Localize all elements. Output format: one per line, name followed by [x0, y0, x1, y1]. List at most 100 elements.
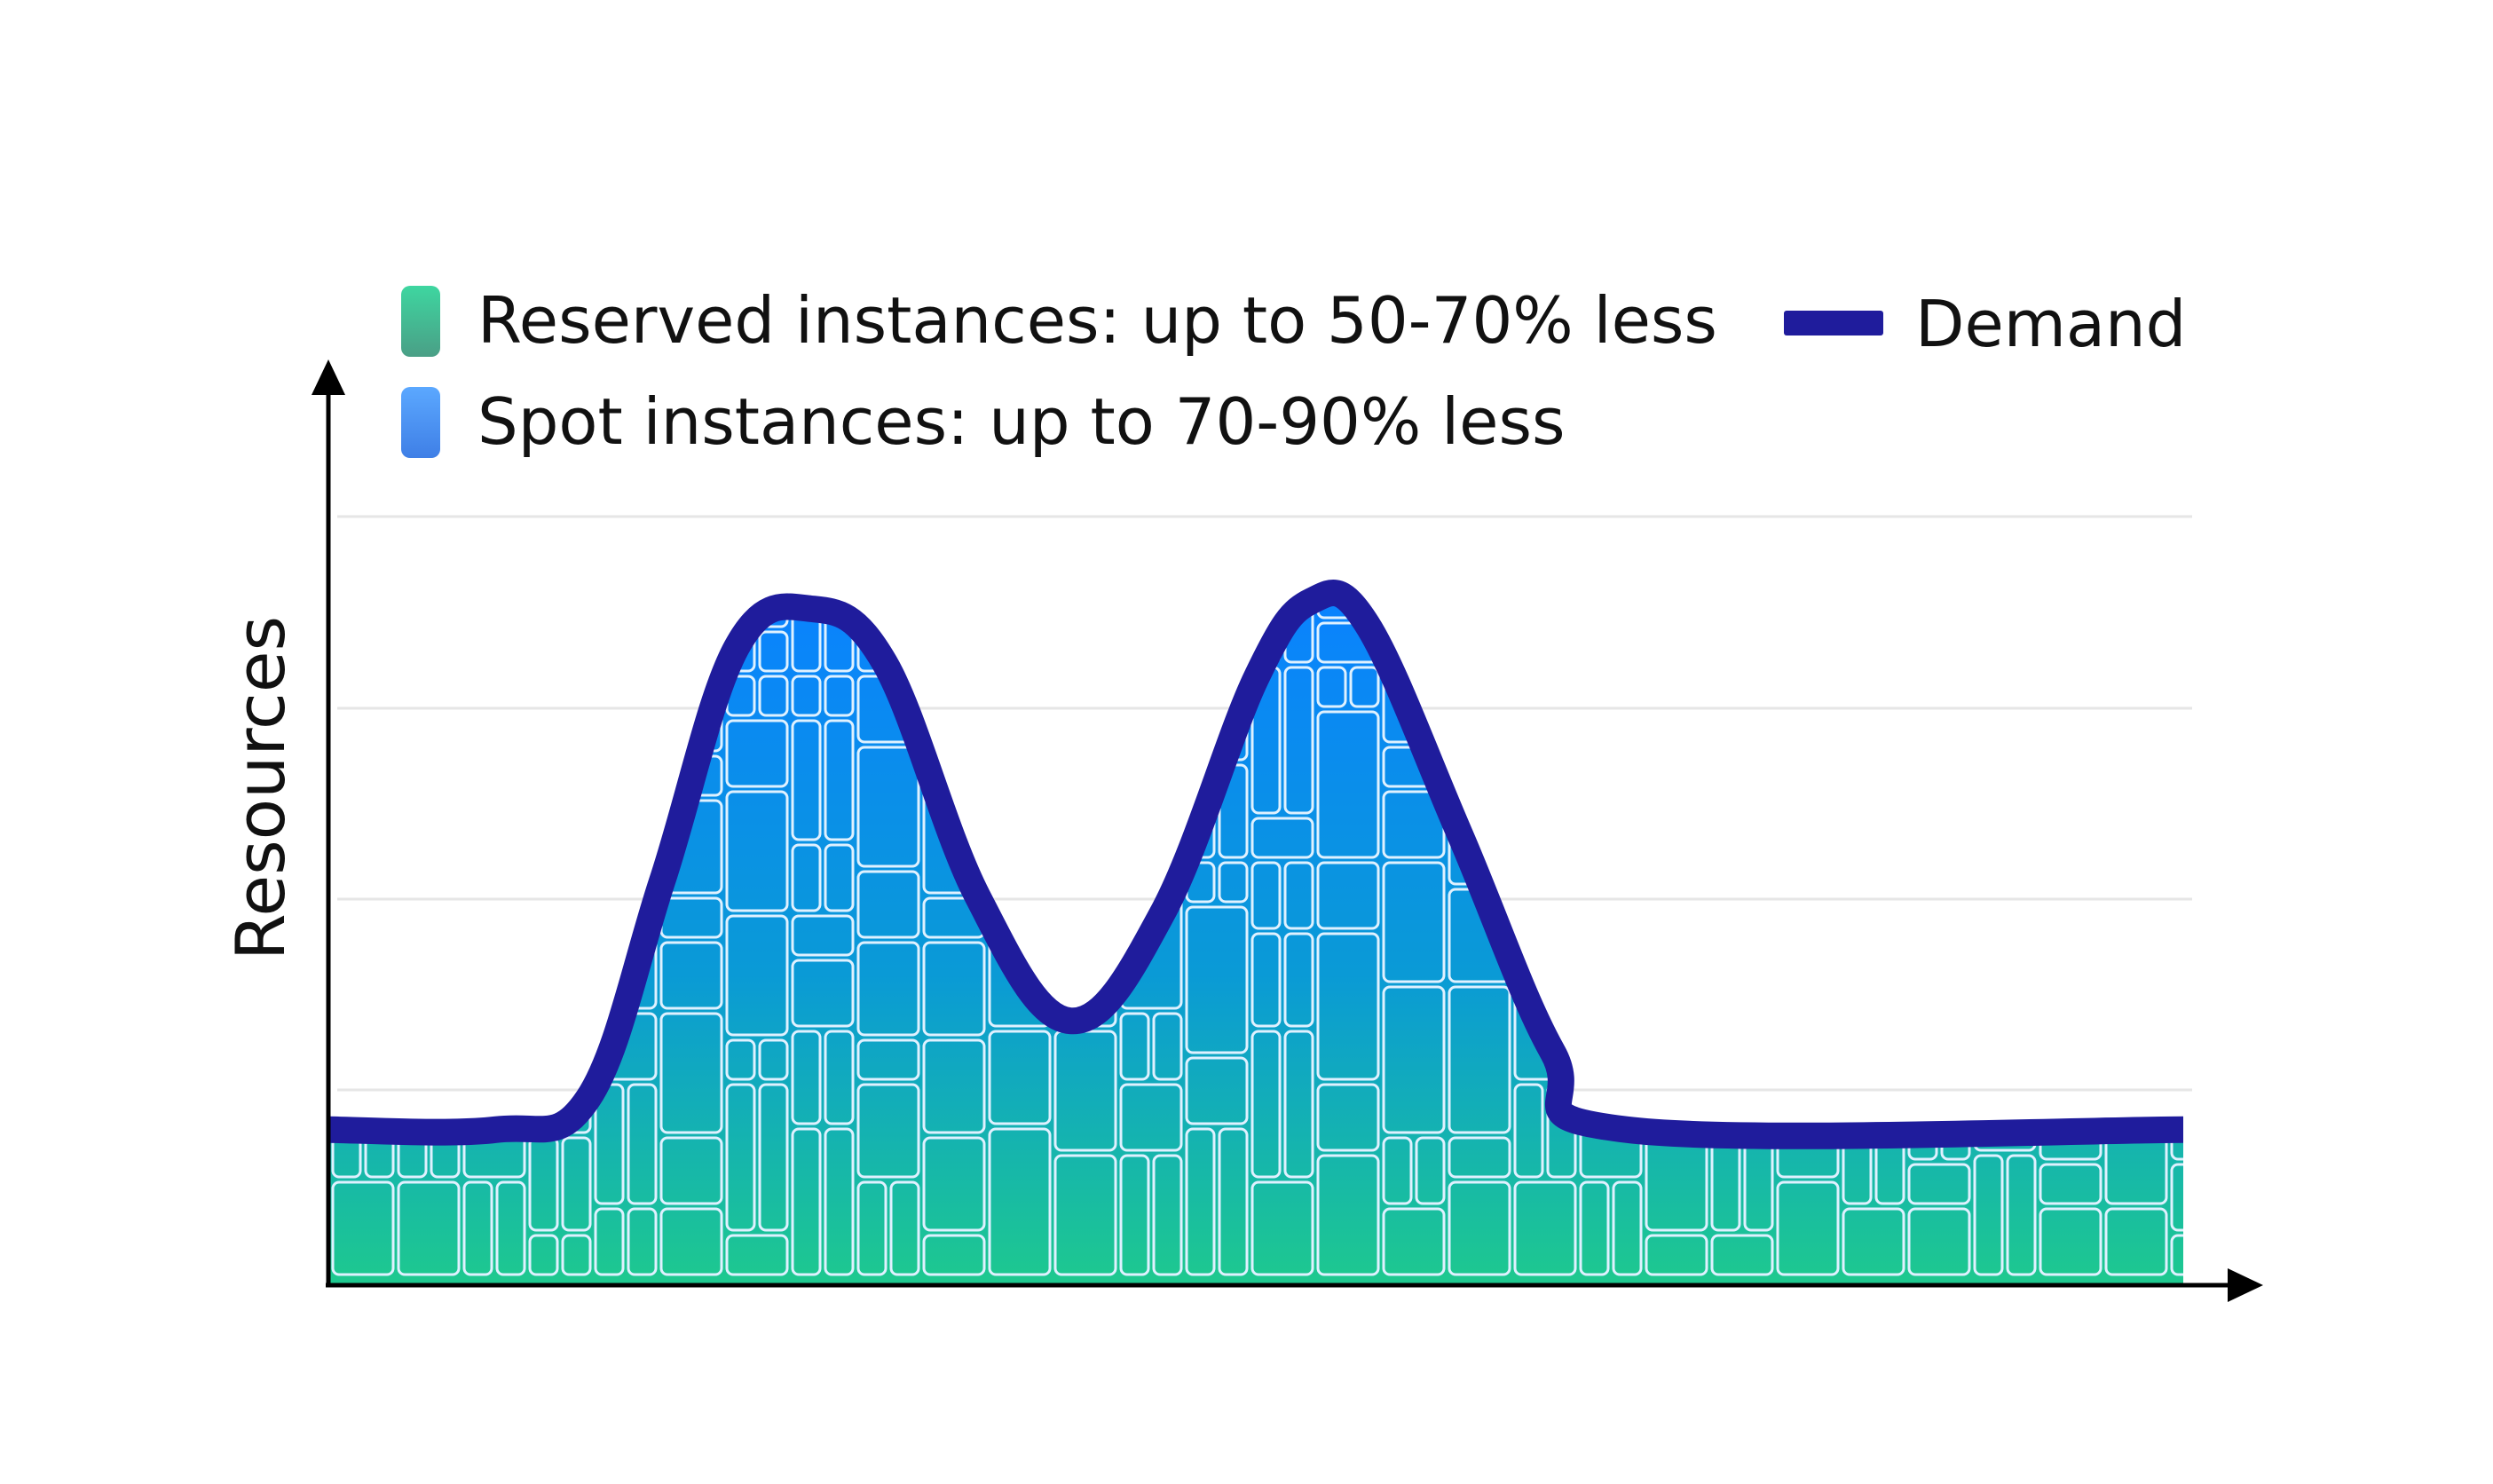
instance-block — [1776, 1180, 1840, 1276]
instance-block — [2170, 1234, 2183, 1276]
instance-block — [1809, 994, 1840, 1037]
instance-block — [1842, 763, 1905, 859]
instance-block — [988, 808, 1052, 904]
spot-legend-label: Spot instances: up to 70-90% less — [477, 384, 1565, 459]
instance-block — [495, 1180, 526, 1276]
instance-block — [725, 1083, 756, 1232]
instance-block — [1842, 861, 1905, 983]
instance-block — [2006, 1154, 2037, 1276]
instance-block — [2106, 525, 2166, 591]
spot-swatch — [401, 387, 440, 458]
instance-block — [791, 959, 855, 1028]
instance-block — [758, 1038, 789, 1081]
instance-block — [922, 592, 986, 620]
instance-block — [1448, 985, 1511, 1134]
instance-block — [1513, 595, 1577, 744]
instance-block — [2104, 595, 2135, 637]
instance-block — [2039, 781, 2070, 877]
y-axis-label: Resources — [221, 616, 300, 960]
instance-block — [1252, 499, 1280, 564]
instance-block — [331, 1180, 395, 1276]
instance-block — [2137, 932, 2168, 1081]
instance-block — [1053, 639, 1117, 735]
instance-block — [2039, 1163, 2102, 1205]
instance-block — [2137, 888, 2168, 930]
instance-block — [331, 604, 362, 699]
instance-block — [791, 843, 822, 912]
instance-block — [1513, 861, 1544, 930]
instance-block — [528, 592, 592, 620]
instance-block — [1185, 595, 1216, 664]
instance-block — [1710, 1234, 1774, 1276]
instance-block — [1152, 1154, 1183, 1276]
legend: Reserved instances: up to 50-70% less Sp… — [401, 283, 2186, 459]
instance-block — [2137, 595, 2168, 637]
instance-block — [988, 1127, 1052, 1276]
instance-block — [2137, 639, 2168, 762]
instance-block — [1283, 666, 1314, 815]
instance-block — [1579, 719, 1610, 815]
instance-block — [1612, 592, 1643, 673]
instance-block — [528, 817, 592, 966]
instance-block — [2104, 763, 2168, 886]
instance-block — [791, 675, 822, 717]
instance-block — [1250, 861, 1282, 930]
instance-block — [1250, 932, 1282, 1028]
instance-block — [1579, 914, 1610, 1010]
instance-block — [1842, 719, 1905, 762]
instance-block — [1710, 604, 1774, 646]
instance-block — [2039, 994, 2102, 1063]
instance-block — [1645, 790, 1708, 939]
instance-block — [1710, 817, 1741, 912]
instance-block — [1907, 592, 1971, 611]
instance-block — [1283, 1030, 1314, 1179]
instance-block — [1645, 941, 1676, 983]
instance-block — [922, 1234, 986, 1276]
instance-block — [1119, 1012, 1150, 1081]
instance-block — [1218, 595, 1249, 664]
instance-block — [1119, 1083, 1183, 1152]
instance-block — [1645, 639, 1708, 788]
instance-block — [1973, 592, 2037, 628]
reserved-swatch — [401, 286, 440, 357]
instance-block — [2039, 879, 2070, 948]
instance-block — [1053, 781, 1117, 930]
reserved-legend-label: Reserved instances: up to 50-70% less — [477, 283, 1717, 358]
instance-block — [397, 1180, 461, 1276]
instance-block — [1581, 454, 1608, 573]
instance-block — [791, 1030, 822, 1125]
instance-block — [364, 604, 395, 699]
instance-block — [1316, 710, 1380, 859]
instance-block — [1907, 754, 1971, 797]
instance-block — [1382, 1136, 1413, 1205]
instance-block — [1515, 499, 1542, 591]
instance-block — [2104, 932, 2135, 1081]
instance-block — [824, 719, 855, 841]
instance-block — [824, 843, 855, 912]
instance-block — [889, 592, 920, 628]
instance-block — [1579, 592, 1610, 673]
instance-block — [725, 1038, 756, 1081]
instance-block — [1283, 861, 1314, 930]
instance-block — [824, 1127, 855, 1276]
instance-block — [528, 1234, 559, 1276]
instance-block — [1021, 592, 1052, 682]
instance-block — [1612, 719, 1643, 815]
instance-block — [824, 1030, 855, 1125]
instance-block — [1382, 861, 1446, 983]
instance-block — [758, 1083, 789, 1232]
instance-block — [1907, 1207, 1971, 1276]
instance-block — [1546, 861, 1577, 930]
instance-block — [1448, 592, 1511, 646]
instance-block — [1415, 1136, 1446, 1205]
instance-block — [397, 941, 461, 983]
instance-block — [2104, 639, 2135, 762]
instance-block — [1973, 852, 2004, 1001]
instance-block — [1907, 923, 1971, 966]
instance-block — [2170, 604, 2183, 753]
instance-block — [1250, 817, 1314, 859]
instance-block — [1645, 592, 1708, 637]
instance-block — [462, 754, 493, 850]
instance-block — [856, 1083, 920, 1179]
